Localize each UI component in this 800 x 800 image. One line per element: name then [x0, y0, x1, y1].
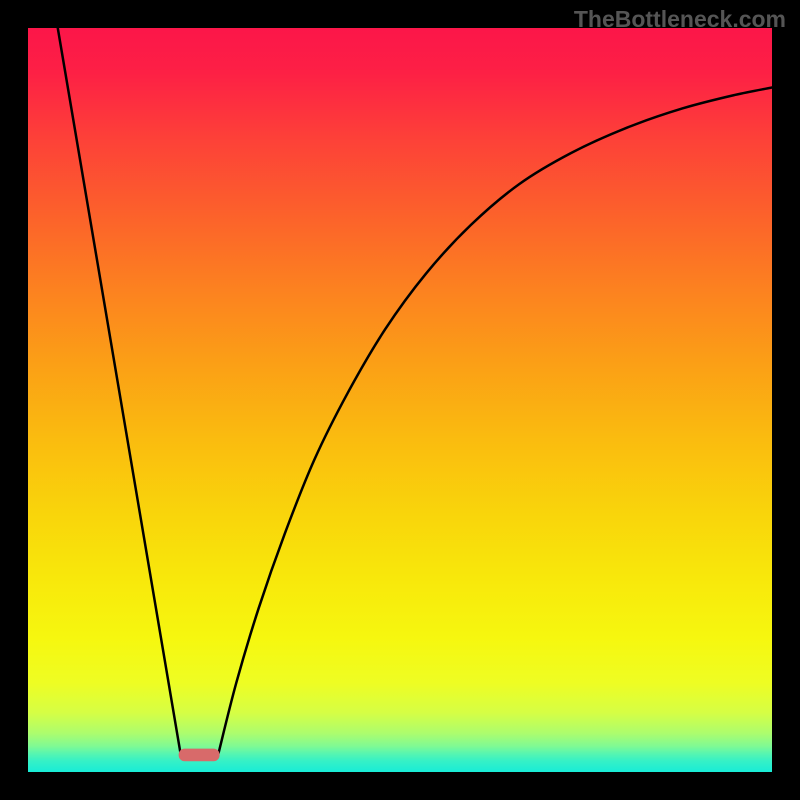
watermark-label: TheBottleneck.com [574, 6, 786, 33]
chart-svg [0, 0, 800, 800]
bottleneck-chart: TheBottleneck.com [0, 0, 800, 800]
optimal-marker [179, 749, 220, 762]
plot-background [28, 28, 772, 772]
